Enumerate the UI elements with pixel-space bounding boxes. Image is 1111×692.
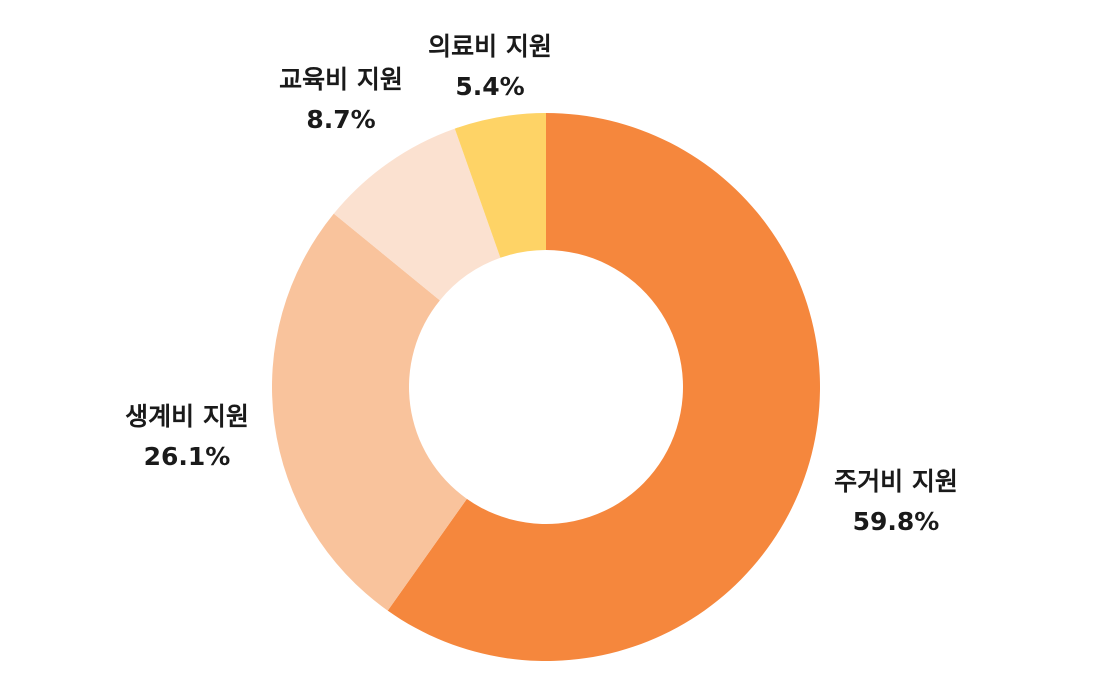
slices-group bbox=[272, 113, 821, 661]
slice-category-label-education: 교육비 지원 bbox=[279, 65, 403, 94]
slice-value-label-medical: 5.4% bbox=[455, 72, 524, 101]
donut-slice-education bbox=[333, 128, 501, 301]
slice-value-label-living: 26.1% bbox=[144, 442, 231, 471]
donut-slice-medical bbox=[454, 113, 546, 258]
slice-category-label-living: 생계비 지원 bbox=[125, 402, 249, 431]
slice-category-label-housing: 주거비 지원 bbox=[834, 467, 958, 496]
slice-value-label-education: 8.7% bbox=[306, 105, 375, 134]
donut-slice-housing bbox=[387, 113, 821, 661]
slice-category-label-medical: 의료비 지원 bbox=[428, 32, 552, 61]
slice-value-label-housing: 59.8% bbox=[853, 507, 940, 536]
donut-slice-living bbox=[272, 213, 467, 611]
labels-group: 주거비 지원 59.8% 생계비 지원 26.1% 교육비 지원 8.7% 의료비 지원 5.… bbox=[125, 32, 958, 536]
